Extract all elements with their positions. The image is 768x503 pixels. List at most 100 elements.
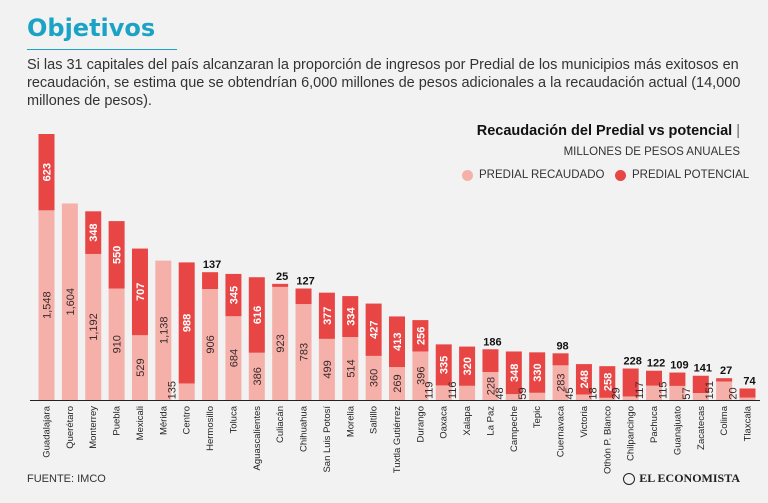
label-recaudado-22: 283	[556, 373, 568, 391]
bar-recaudado-2	[85, 253, 102, 400]
bar-recaudado-26	[646, 385, 663, 400]
label-potencial-20: 348	[509, 364, 521, 382]
bar-recaudado-8	[225, 316, 242, 400]
label-potencial-30: 74	[743, 375, 756, 387]
label-recaudado-3: 910	[112, 335, 124, 353]
category-label-25: Chilpancingo	[626, 406, 637, 461]
bar-recaudado-23	[575, 394, 592, 400]
label-recaudado-8: 684	[228, 349, 240, 367]
category-label-7: Hermosillo	[205, 406, 216, 451]
bar-recaudado-29	[716, 381, 733, 400]
bar-recaudado-9	[248, 352, 265, 400]
legend-label-potencial: PREDIAL POTENCIAL	[632, 169, 750, 181]
category-label-27: Guanajuato	[672, 406, 683, 455]
bar-potencial-2	[85, 211, 102, 254]
legend-item-recaudado: PREDIAL RECAUDADO	[462, 169, 604, 181]
bar-recaudado-28	[692, 393, 709, 400]
category-label-12: San Luis Potosí	[322, 406, 333, 473]
label-recaudado-17: 119	[424, 381, 436, 399]
chart-unit: MILLONES DE PESOS ANUALES	[563, 146, 740, 158]
label-recaudado-14: 360	[369, 369, 381, 387]
category-label-19: La Paz	[485, 406, 496, 436]
bar-potencial-4	[131, 248, 148, 336]
label-potencial-23: 248	[579, 370, 591, 388]
category-label-17: Oaxaca	[439, 405, 450, 438]
category-label-15: Tuxtla Gutiérrez	[392, 406, 403, 473]
label-potencial-12: 377	[322, 307, 334, 325]
bar-recaudado-4	[131, 335, 148, 400]
bar-recaudado-25	[622, 396, 639, 400]
label-recaudado-6: 135	[167, 381, 179, 399]
label-potencial-14: 427	[369, 321, 381, 339]
label-potencial-10: 25	[276, 271, 288, 283]
label-recaudado-23: 45	[564, 387, 576, 399]
label-potencial-29: 27	[720, 365, 732, 377]
label-potencial-28: 141	[694, 363, 712, 375]
label-potencial-16: 256	[415, 327, 427, 345]
label-recaudado-11: 783	[299, 343, 311, 361]
bar-potencial-22	[552, 353, 569, 366]
label-recaudado-19: 228	[485, 377, 497, 395]
bar-potencial-29	[716, 378, 733, 382]
bar-recaudado-10	[272, 286, 289, 400]
category-label-29: Colima	[719, 405, 730, 435]
bar-potencial-27	[669, 372, 686, 386]
bar-potencial-14	[365, 303, 382, 356]
bar-potencial-21	[529, 352, 546, 393]
category-label-3: Puebla	[112, 405, 123, 435]
label-potencial-19: 186	[483, 336, 501, 348]
bar-recaudado-19	[482, 372, 499, 400]
label-recaudado-12: 499	[322, 360, 334, 378]
bar-recaudado-16	[412, 351, 429, 400]
label-potencial-11: 127	[296, 276, 314, 288]
bar-recaudado-7	[202, 288, 219, 400]
category-label-2: Monterrey	[88, 406, 99, 449]
label-recaudado-16: 396	[415, 367, 427, 385]
bar-recaudado-5	[155, 260, 172, 400]
brand-name: EL ECONOMISTA	[639, 471, 740, 485]
label-potencial-18: 320	[462, 357, 474, 375]
label-potencial-21: 330	[532, 363, 544, 381]
page-title: Objetivos	[27, 14, 156, 42]
label-recaudado-9: 386	[252, 367, 264, 385]
category-label-9: Aguascalientes	[252, 406, 263, 471]
category-label-26: Pachuca	[649, 405, 660, 443]
category-label-5: Mérida	[158, 405, 169, 435]
category-label-18: Xalapa	[462, 405, 473, 435]
label-recaudado-0: 1,548	[42, 291, 54, 319]
category-label-20: Campeche	[509, 406, 520, 452]
bar-recaudado-15	[389, 367, 405, 400]
bar-potencial-13	[342, 296, 359, 338]
category-label-11: Chihuahua	[299, 405, 310, 452]
category-label-8: Toluca	[228, 405, 239, 433]
label-potencial-6: 988	[182, 314, 194, 332]
label-recaudado-4: 529	[135, 358, 147, 376]
bar-potencial-0	[38, 134, 55, 211]
bar-potencial-20	[505, 351, 522, 395]
label-recaudado-2: 1,192	[88, 313, 100, 341]
label-potencial-27: 109	[670, 360, 688, 372]
label-potencial-2: 348	[88, 223, 100, 241]
bar-potencial-16	[412, 320, 429, 352]
label-recaudado-30: 20	[728, 387, 740, 399]
bar-recaudado-13	[342, 337, 359, 400]
label-potencial-15: 413	[392, 333, 404, 351]
bar-recaudado-1	[61, 203, 78, 400]
category-label-23: Victoria	[579, 405, 590, 437]
label-recaudado-26: 117	[634, 381, 646, 399]
label-potencial-0: 623	[42, 163, 54, 181]
bar-potencial-17	[435, 344, 452, 386]
label-potencial-4: 707	[135, 283, 147, 301]
bar-recaudado-18	[459, 385, 476, 400]
label-recaudado-18: 116	[447, 381, 459, 399]
category-label-0: Guadalajara	[42, 405, 53, 457]
category-label-16: Durango	[415, 406, 426, 442]
bar-recaudado-3	[108, 288, 125, 400]
legend-label-recaudado: PREDIAL RECAUDADO	[479, 169, 605, 181]
category-label-10: Culiacán	[275, 406, 286, 443]
category-label-22: Cuernavaca	[556, 405, 567, 457]
bar-potencial-25	[622, 368, 639, 397]
bar-potencial-26	[646, 370, 663, 386]
page-subtitle: Si las 31 capitales del país alcanzaran …	[27, 57, 741, 109]
